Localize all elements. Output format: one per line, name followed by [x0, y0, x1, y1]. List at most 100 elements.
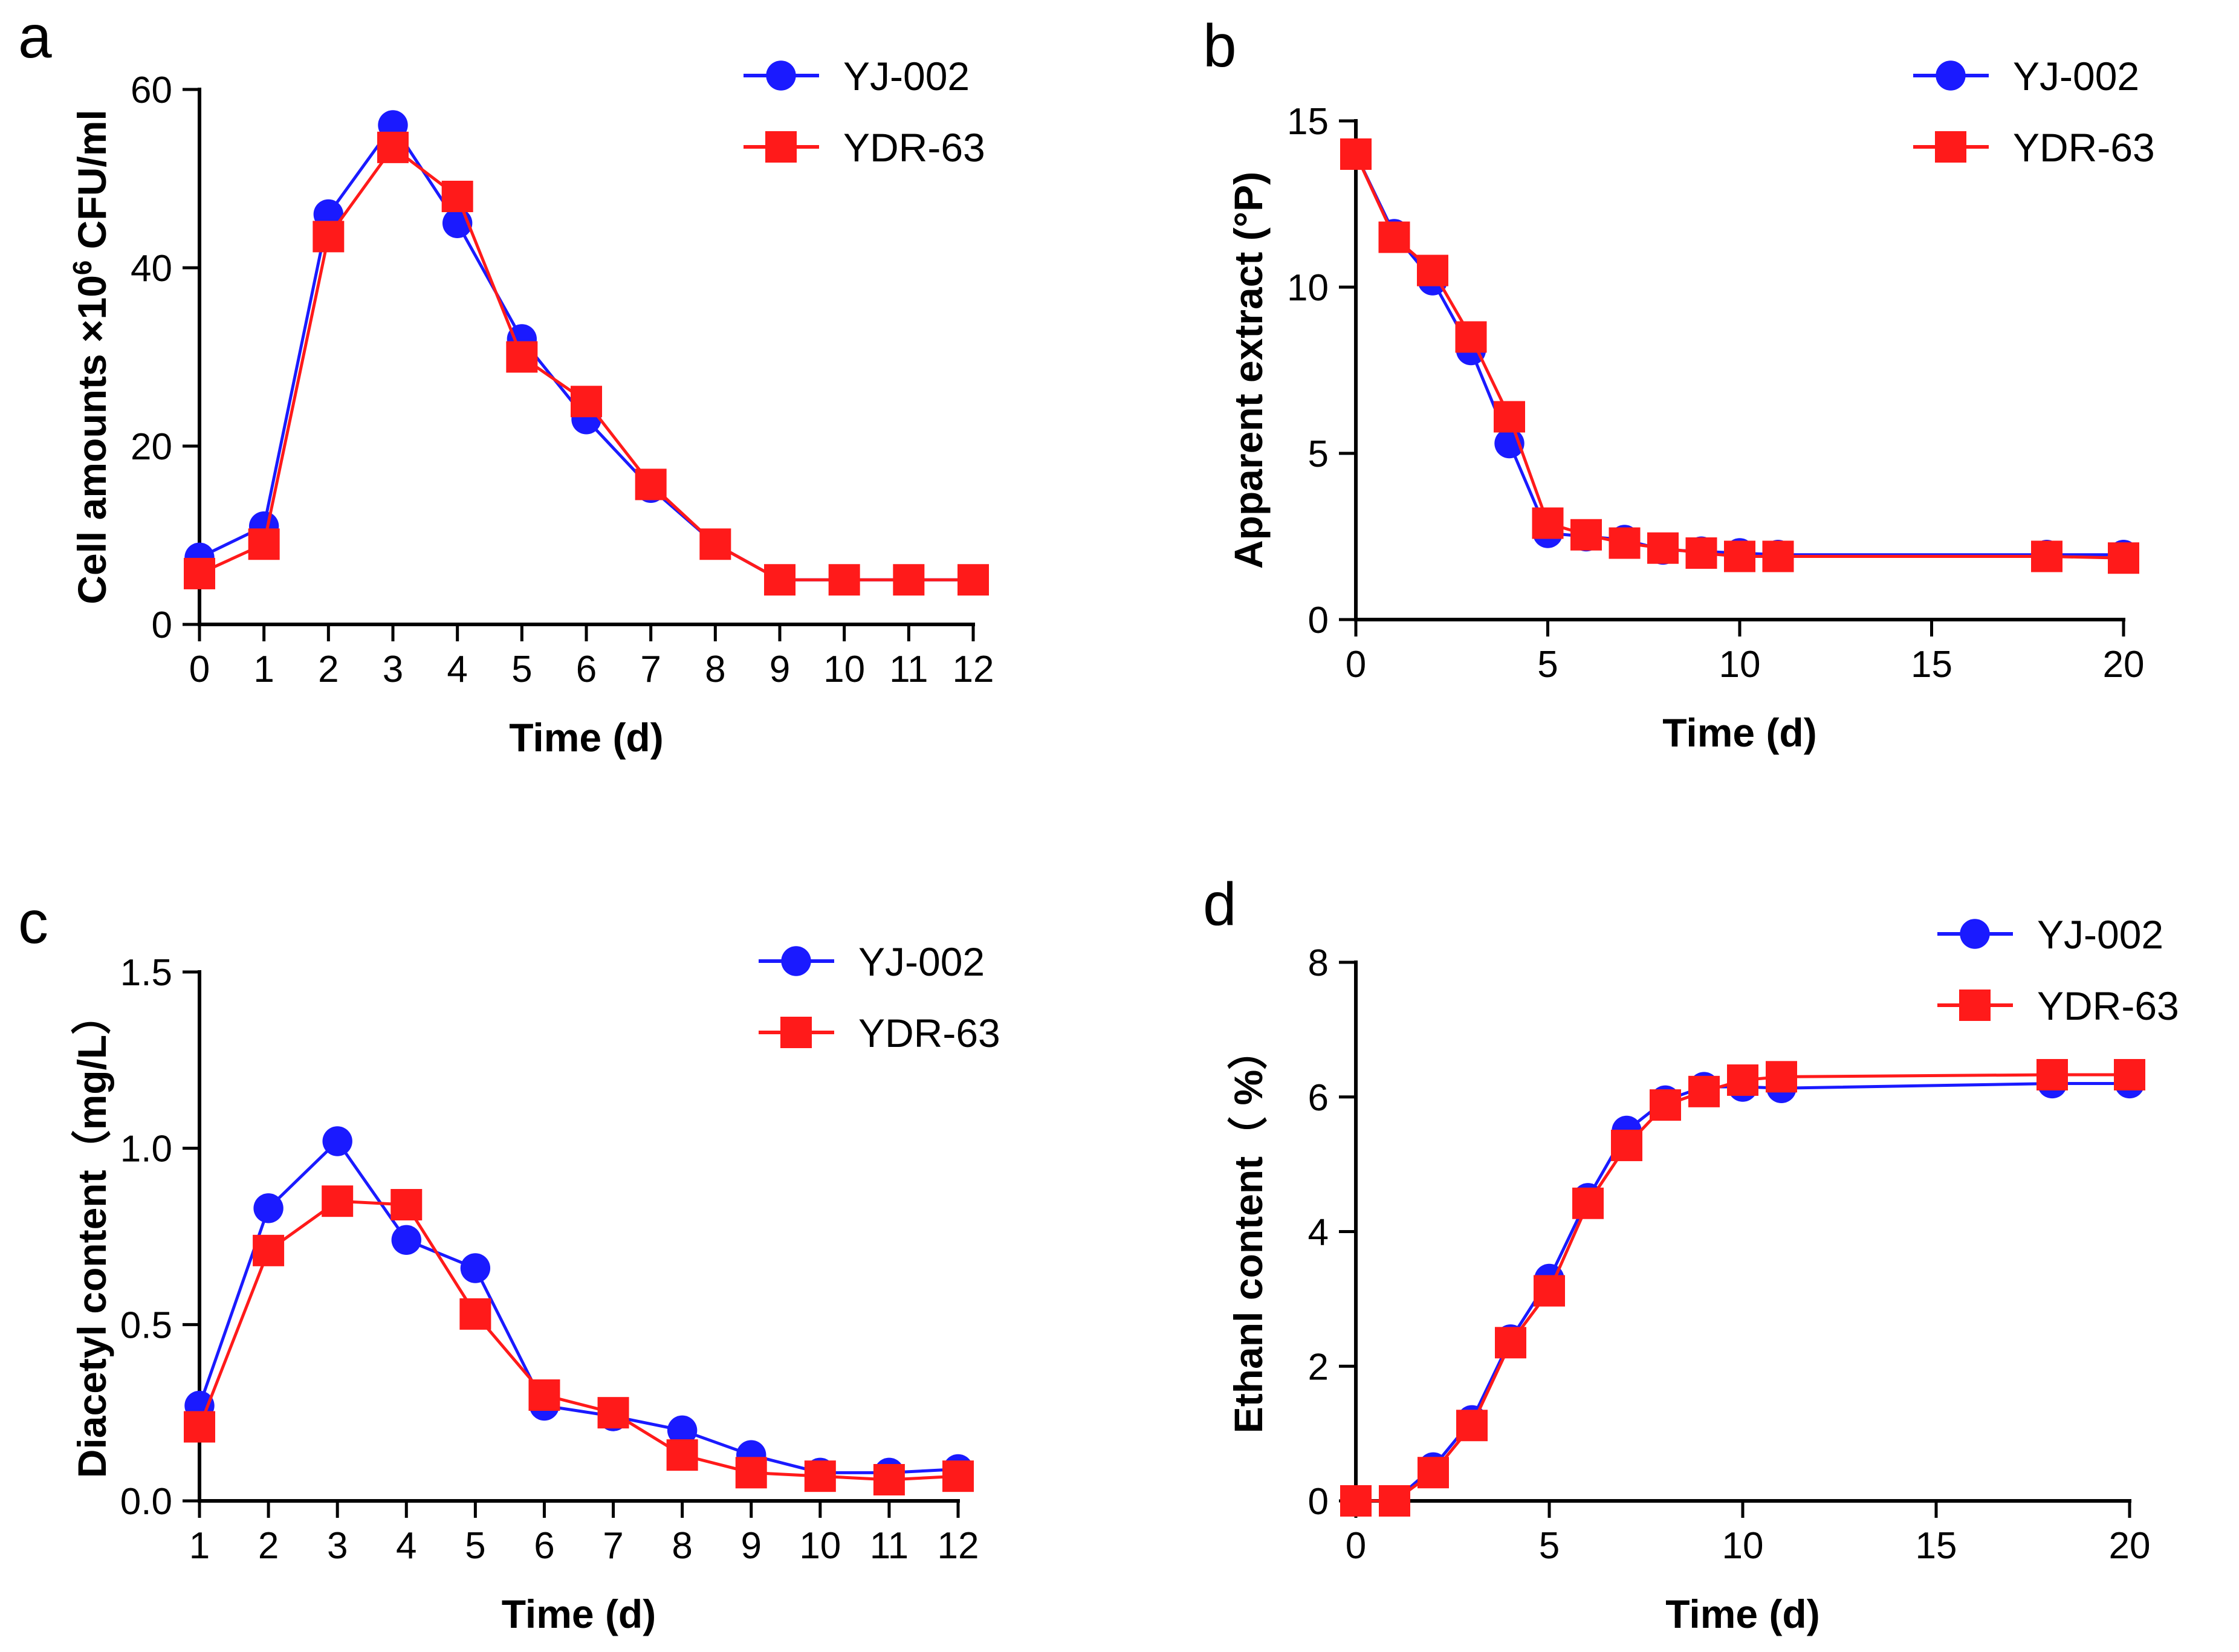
data-point: [528, 1379, 560, 1411]
data-point: [1340, 138, 1372, 170]
series-line: [198, 122, 973, 581]
data-point: [184, 1411, 215, 1443]
data-point: [942, 1460, 974, 1492]
data-point: [1494, 401, 1525, 433]
data-point: [2036, 1058, 2068, 1090]
y-tick-label: 0: [152, 604, 172, 646]
data-point: [764, 564, 795, 596]
data-point: [1609, 527, 1641, 559]
series-YDR-63: [1340, 1058, 2145, 1517]
y-tick-label: 0: [1308, 600, 1329, 641]
panel-d: d 0 5 10 15 20 0 2 4 6 8 Time (d) Ethanl content（ %）…: [1203, 870, 2179, 1636]
legend-marker: [765, 131, 797, 163]
x-tick-label: 0: [1346, 644, 1366, 685]
data-point: [322, 1126, 352, 1156]
series-YJ-002: [1341, 1068, 2145, 1516]
x-tick-label: 11: [889, 649, 928, 690]
legend: YJ-002 YDR-63: [1937, 912, 2179, 1028]
data-point: [1611, 1129, 1642, 1161]
data-point: [571, 386, 602, 418]
data-point: [1495, 1327, 1526, 1359]
panel-letter: c: [18, 889, 48, 956]
data-point: [248, 528, 280, 560]
legend-marker: [1936, 60, 1966, 91]
data-point: [1650, 1089, 1681, 1121]
legend-marker: [1960, 919, 1990, 949]
data-point: [828, 564, 860, 596]
x-tick-label: 12: [938, 1525, 979, 1567]
y-tick-label: 0.0: [120, 1481, 172, 1523]
legend-marker: [766, 60, 796, 91]
x-axis-title: Time (d): [502, 1592, 656, 1636]
data-point: [1647, 532, 1679, 564]
y-axis-title: Apparent extract (°P): [1226, 172, 1271, 569]
x-axis-title: Time (d): [1665, 1592, 1819, 1636]
legend-label: YDR-63: [2037, 983, 2179, 1028]
data-point: [804, 1460, 836, 1492]
y-tick-label: 0.5: [120, 1304, 172, 1346]
series-line: [198, 1199, 959, 1482]
data-point: [253, 1234, 285, 1266]
x-tick-label: 15: [1911, 644, 1952, 685]
data-point: [313, 221, 345, 253]
y-tick-label: 8: [1308, 942, 1329, 984]
panel-letter: a: [18, 3, 52, 71]
data-point: [873, 1464, 905, 1495]
data-point: [1418, 1457, 1449, 1489]
y-tick-label: 1.0: [120, 1129, 172, 1170]
data-point: [1724, 540, 1755, 572]
data-point: [1379, 1485, 1410, 1517]
legend-label: YJ-002: [843, 54, 970, 99]
y-tick-label: 4: [1308, 1212, 1329, 1254]
x-tick-label: 5: [1537, 644, 1558, 685]
series-YDR-63: [184, 1185, 974, 1495]
data-point: [1766, 1061, 1797, 1093]
data-point: [1762, 540, 1794, 572]
data-point: [893, 564, 925, 596]
data-point: [441, 181, 473, 212]
x-tick-label: 20: [2103, 644, 2145, 685]
x-tick-label: 2: [258, 1525, 279, 1567]
y-axis-title: Cell amounts ×106 CFU/ml: [68, 109, 115, 604]
x-tick-label: 3: [327, 1525, 348, 1567]
data-point: [1340, 1485, 1372, 1517]
y-tick-label: 20: [131, 426, 172, 468]
data-point: [1570, 519, 1602, 551]
data-point: [377, 131, 409, 163]
x-tick-label: 4: [447, 649, 467, 690]
y-tick-label: 6: [1308, 1077, 1329, 1119]
x-tick-label: 1: [253, 649, 274, 690]
x-axis-title: Time (d): [1662, 710, 1816, 755]
x-tick-label: 8: [705, 649, 725, 690]
data-point: [1727, 1064, 1758, 1096]
data-point: [1378, 221, 1410, 253]
data-point: [460, 1253, 491, 1283]
y-tick-label: 40: [131, 248, 172, 290]
data-point: [1532, 507, 1564, 539]
legend-marker: [1935, 131, 1966, 163]
x-tick-label: 3: [383, 649, 403, 690]
x-tick-label: 8: [672, 1525, 692, 1567]
data-point: [2114, 1058, 2145, 1090]
data-point: [506, 341, 538, 373]
x-tick-label: 10: [823, 649, 865, 690]
legend-marker: [781, 946, 811, 976]
y-tick-label: 5: [1308, 433, 1329, 475]
x-tick-label: 4: [396, 1525, 416, 1567]
legend: YJ-002 YDR-63: [744, 54, 985, 170]
x-tick-label: 0: [1346, 1525, 1366, 1567]
y-tick-label: 1.5: [120, 952, 172, 994]
x-tick-label: 7: [640, 649, 661, 690]
data-point: [1455, 321, 1487, 353]
data-point: [699, 528, 731, 560]
x-tick-label: 1: [189, 1525, 210, 1567]
series-line: [198, 1139, 959, 1474]
data-point: [390, 1189, 423, 1220]
y-tick-label: 10: [1287, 267, 1329, 309]
x-tick-label: 9: [770, 649, 790, 690]
data-point: [391, 1225, 421, 1255]
x-tick-label: 15: [1916, 1525, 1957, 1567]
data-point: [1685, 537, 1717, 569]
data-point: [2031, 540, 2062, 572]
